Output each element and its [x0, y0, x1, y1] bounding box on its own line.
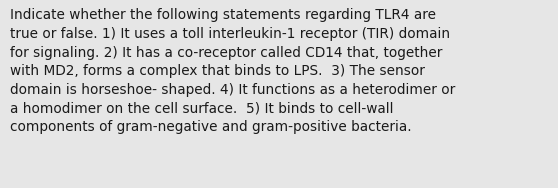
Text: Indicate whether the following statements regarding TLR4 are
true or false. 1) I: Indicate whether the following statement…: [10, 8, 455, 134]
